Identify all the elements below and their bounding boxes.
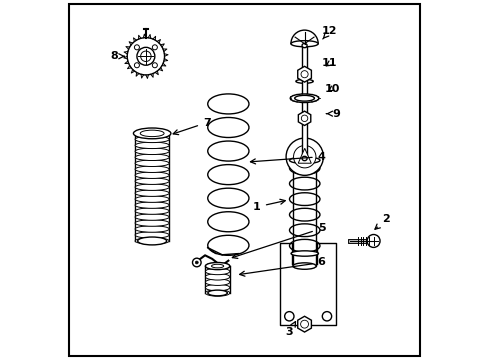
Circle shape: [301, 115, 307, 122]
Polygon shape: [298, 111, 310, 126]
Ellipse shape: [205, 262, 229, 270]
Ellipse shape: [135, 220, 169, 226]
Ellipse shape: [135, 154, 169, 161]
Text: 4: 4: [250, 152, 325, 164]
Ellipse shape: [205, 263, 229, 269]
Ellipse shape: [135, 238, 169, 244]
Circle shape: [134, 45, 139, 50]
Ellipse shape: [294, 95, 314, 101]
Ellipse shape: [135, 190, 169, 196]
Ellipse shape: [295, 79, 313, 83]
Text: 8: 8: [111, 51, 124, 61]
Ellipse shape: [135, 208, 169, 214]
Circle shape: [322, 312, 331, 321]
Polygon shape: [298, 148, 311, 163]
Text: 5: 5: [232, 224, 325, 258]
Circle shape: [285, 138, 323, 175]
Polygon shape: [280, 243, 335, 325]
Ellipse shape: [290, 41, 318, 47]
Ellipse shape: [135, 148, 169, 154]
Circle shape: [152, 63, 157, 68]
Bar: [292, 158, 316, 266]
Ellipse shape: [135, 196, 169, 202]
Circle shape: [284, 312, 293, 321]
Circle shape: [366, 234, 379, 247]
Ellipse shape: [138, 237, 166, 245]
Ellipse shape: [133, 128, 170, 139]
Text: 12: 12: [322, 26, 337, 39]
Text: 9: 9: [326, 109, 339, 119]
Ellipse shape: [135, 130, 169, 136]
Ellipse shape: [135, 166, 169, 172]
Ellipse shape: [207, 290, 227, 296]
Text: 3: 3: [285, 321, 295, 337]
Text: 7: 7: [173, 118, 210, 135]
Ellipse shape: [205, 279, 229, 285]
Circle shape: [152, 45, 157, 50]
Ellipse shape: [205, 268, 229, 275]
Polygon shape: [297, 316, 311, 332]
Text: 2: 2: [374, 215, 389, 229]
Circle shape: [192, 258, 201, 267]
Ellipse shape: [135, 202, 169, 208]
Ellipse shape: [135, 178, 169, 184]
Ellipse shape: [290, 94, 318, 103]
Text: 11: 11: [322, 58, 337, 68]
Ellipse shape: [135, 172, 169, 179]
Ellipse shape: [135, 214, 169, 220]
Ellipse shape: [135, 226, 169, 232]
Circle shape: [134, 63, 139, 68]
Text: 10: 10: [324, 84, 339, 94]
Circle shape: [293, 145, 315, 168]
Ellipse shape: [135, 184, 169, 190]
Ellipse shape: [135, 136, 169, 143]
Circle shape: [195, 261, 198, 264]
Ellipse shape: [140, 130, 164, 136]
Circle shape: [137, 47, 155, 65]
Ellipse shape: [135, 142, 169, 149]
Ellipse shape: [211, 264, 223, 268]
Circle shape: [141, 51, 151, 62]
Ellipse shape: [289, 157, 319, 163]
Ellipse shape: [205, 274, 229, 280]
Ellipse shape: [135, 232, 169, 238]
Bar: [302, 45, 306, 158]
Ellipse shape: [302, 43, 306, 48]
Circle shape: [300, 320, 308, 328]
Ellipse shape: [292, 263, 316, 269]
Ellipse shape: [205, 284, 229, 291]
Ellipse shape: [135, 160, 169, 166]
Text: 1: 1: [253, 199, 285, 212]
Polygon shape: [297, 66, 311, 82]
Circle shape: [127, 38, 164, 75]
Ellipse shape: [292, 155, 316, 162]
Ellipse shape: [290, 251, 318, 256]
Ellipse shape: [302, 156, 306, 161]
Text: 6: 6: [239, 257, 325, 276]
Circle shape: [301, 71, 307, 78]
Wedge shape: [290, 30, 318, 44]
Ellipse shape: [205, 290, 229, 296]
